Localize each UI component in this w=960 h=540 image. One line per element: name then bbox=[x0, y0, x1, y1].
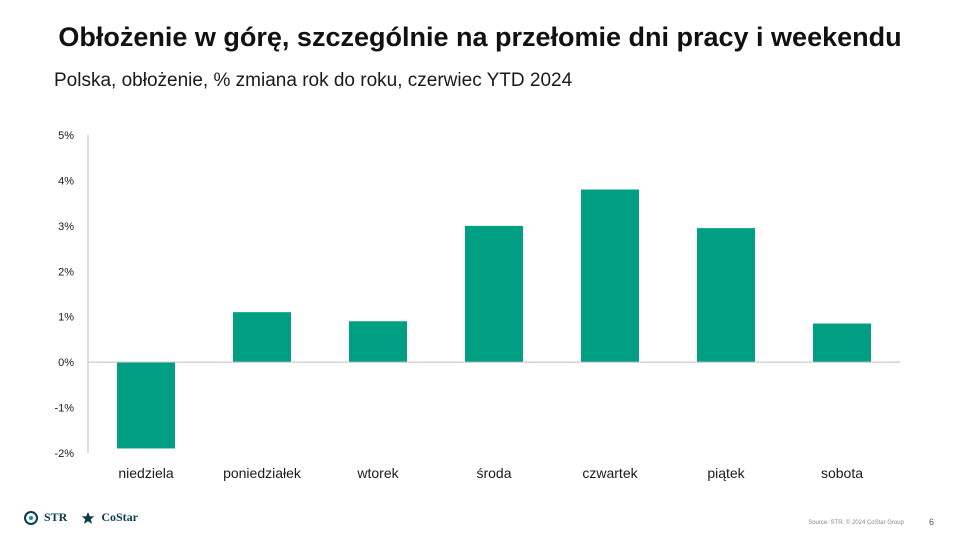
str-logo-icon bbox=[24, 510, 38, 525]
bar bbox=[465, 225, 523, 363]
bar bbox=[117, 362, 175, 449]
y-tick-label: 1% bbox=[58, 312, 74, 324]
footer-logos: STR CoStar bbox=[24, 510, 138, 525]
x-tick-label: środa bbox=[476, 465, 511, 481]
slide-title: Obłożenie w górę, szczególnie na przełom… bbox=[58, 22, 902, 52]
costar-logo-icon bbox=[82, 511, 95, 524]
y-tick-label: 4% bbox=[58, 175, 74, 187]
x-tick-label: czwartek bbox=[582, 465, 638, 481]
bar bbox=[349, 321, 407, 363]
x-tick-label: poniedziałek bbox=[223, 465, 302, 481]
x-tick-label: niedziela bbox=[118, 465, 173, 481]
slide-subtitle: Polska, obłożenie, % zmiana rok do roku,… bbox=[54, 70, 573, 91]
y-tick-label: 0% bbox=[58, 357, 74, 369]
y-tick-label: -2% bbox=[54, 448, 74, 460]
bar bbox=[697, 228, 755, 363]
x-tick-label: sobota bbox=[821, 465, 863, 481]
y-tick-label: 3% bbox=[58, 221, 74, 233]
costar-logo-text: CoStar bbox=[101, 510, 139, 524]
x-tick-label: piątek bbox=[707, 465, 745, 481]
y-tick-label: -1% bbox=[54, 403, 74, 415]
str-logo-text: STR bbox=[44, 510, 68, 524]
y-tick-label: 2% bbox=[58, 266, 74, 278]
x-tick-label: wtorek bbox=[356, 465, 399, 481]
source-note: Source: STR. © 2024 CoStar Group bbox=[808, 520, 904, 526]
y-tick-label: 5% bbox=[58, 130, 74, 142]
bar bbox=[813, 323, 871, 363]
bar bbox=[581, 189, 639, 363]
page-number: 6 bbox=[928, 517, 934, 527]
bar bbox=[233, 312, 291, 363]
